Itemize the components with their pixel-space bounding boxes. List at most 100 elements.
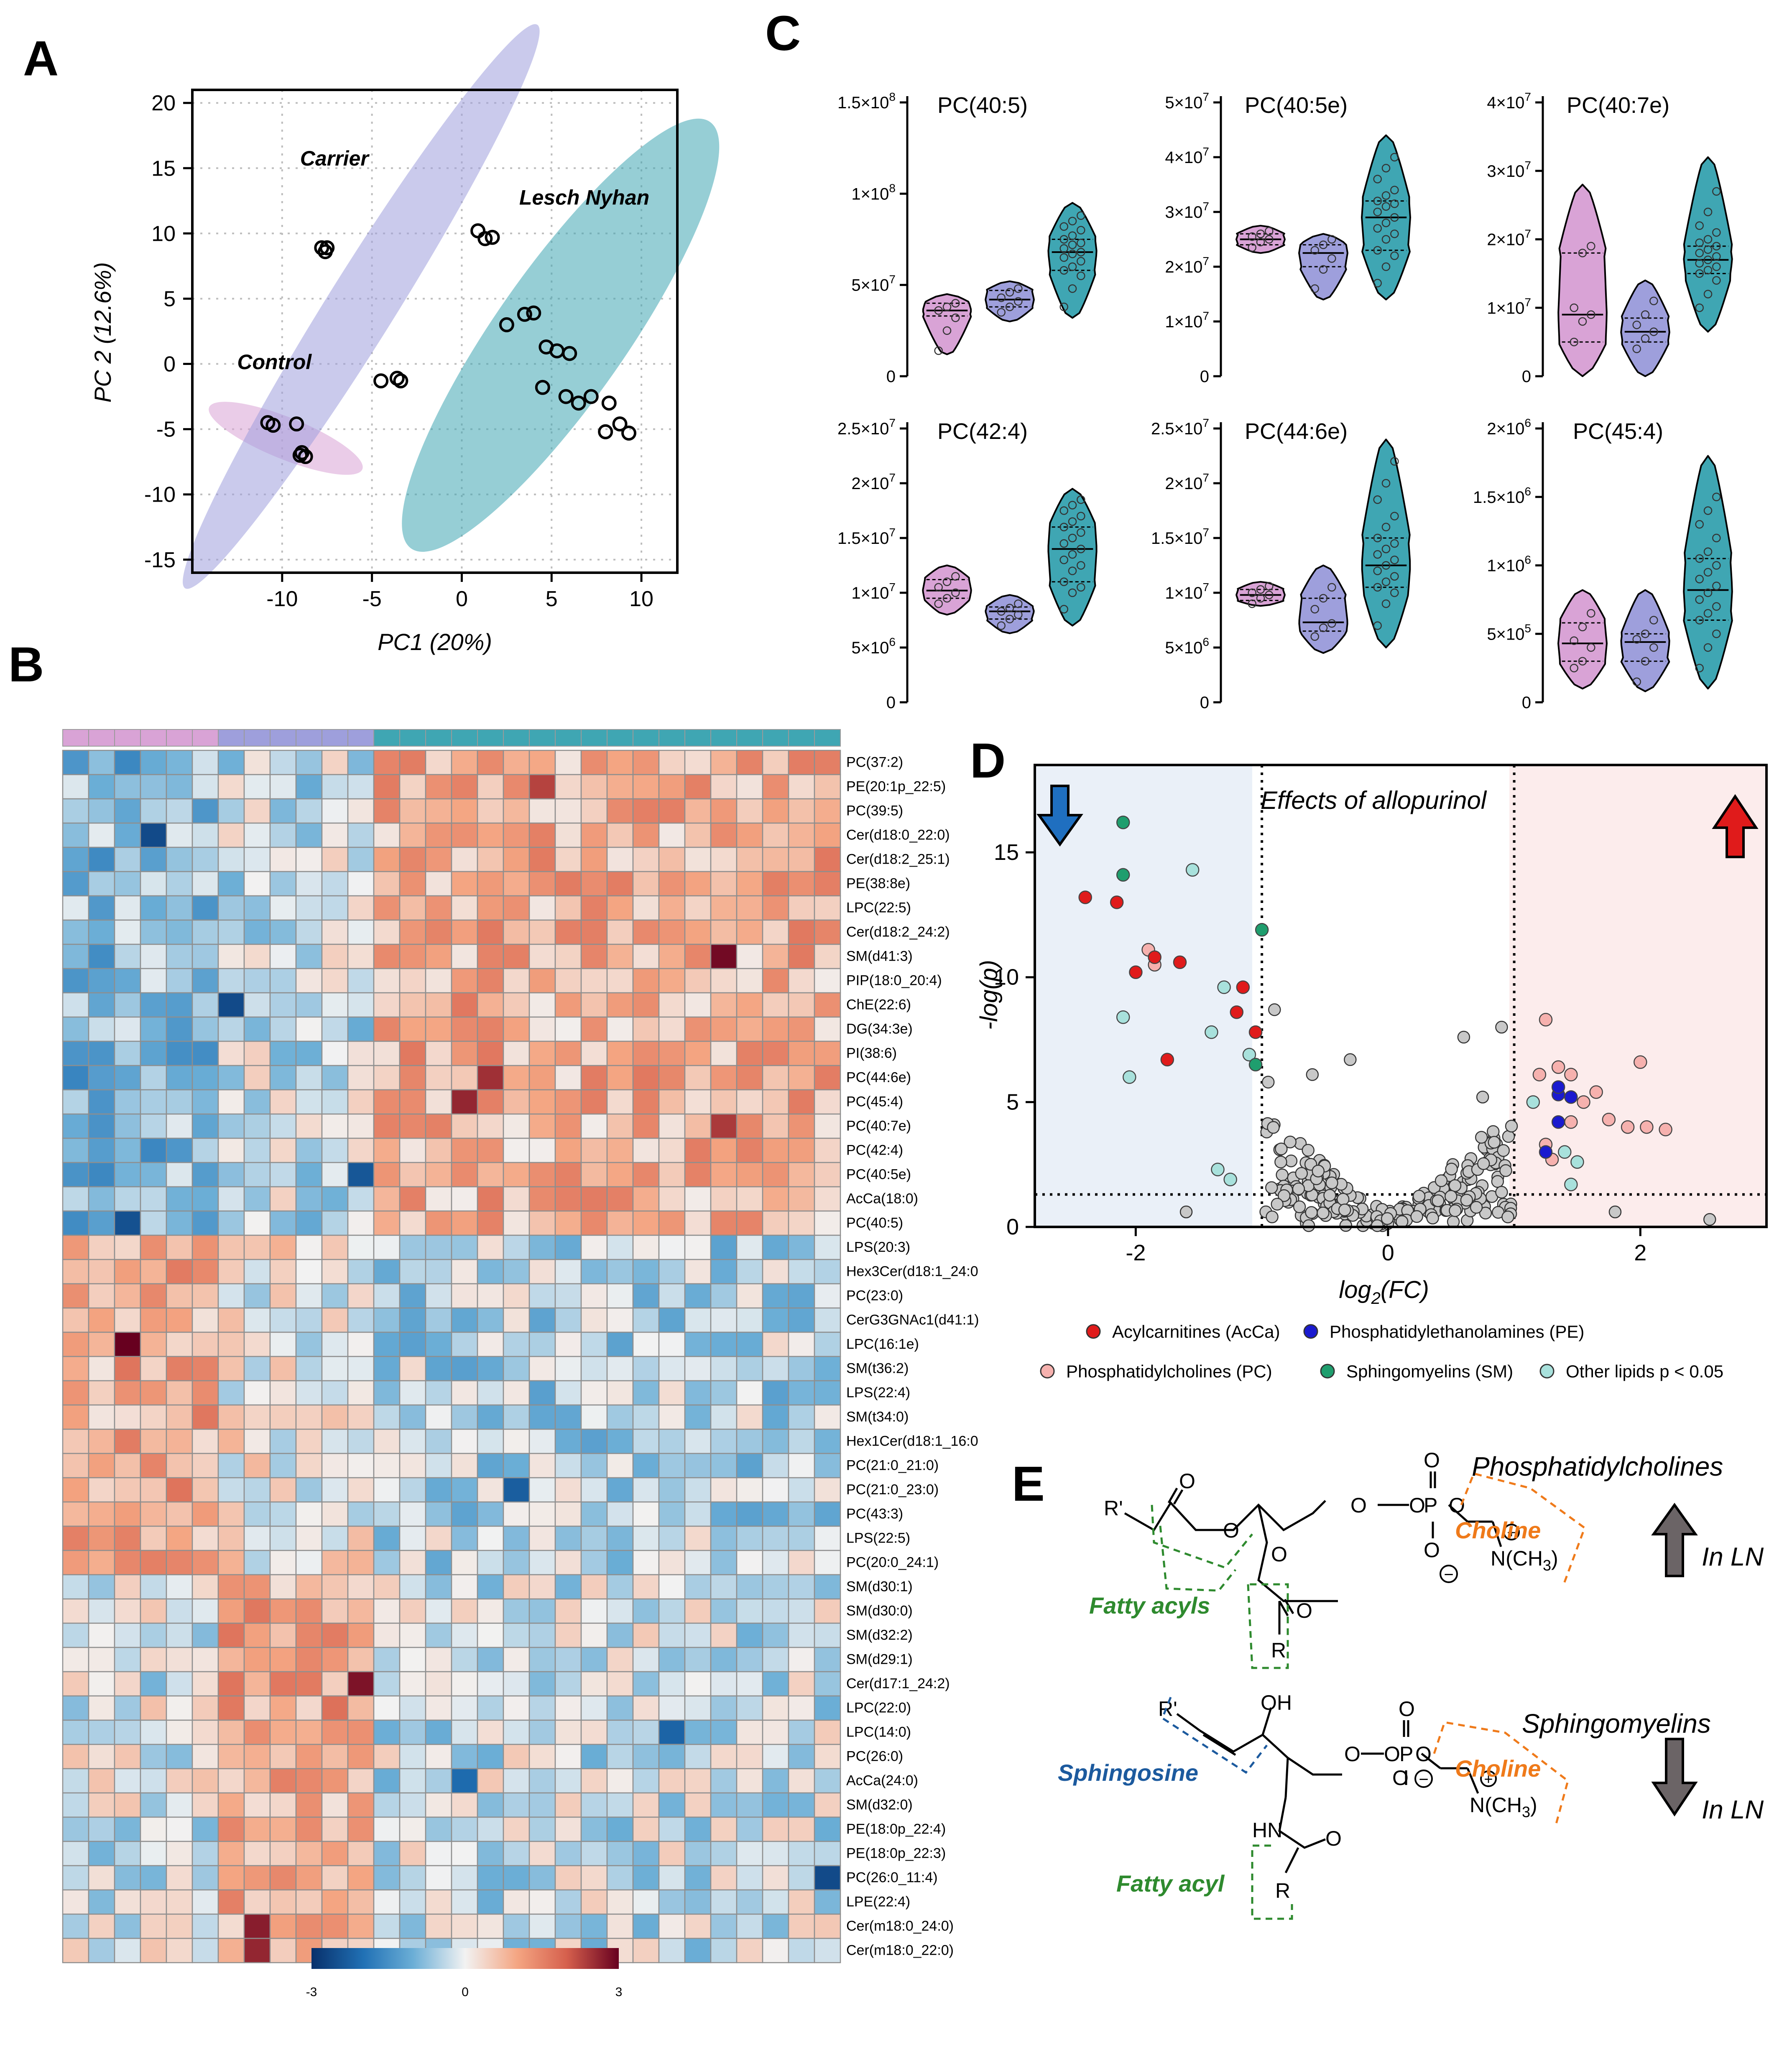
atom-o: O: [1296, 1599, 1312, 1622]
heatmap-cell: [321, 1792, 349, 1818]
heatmap-row-label: PE(20:1p_22:5): [846, 778, 946, 794]
heatmap-cell: [788, 1598, 815, 1624]
violin-point: [934, 599, 943, 608]
violin-point: [1641, 334, 1650, 343]
heatmap-cell: [503, 1089, 530, 1115]
group-bar-cell: [529, 729, 556, 747]
heatmap-cell: [373, 1913, 401, 1939]
heatmap-cell: [451, 1913, 478, 1939]
heatmap-cell: [736, 1913, 763, 1939]
y-tick-exponent: 7: [889, 581, 896, 594]
y-tick-label: 0: [1006, 1214, 1019, 1239]
heatmap-cell: [762, 943, 789, 969]
heatmap-cell: [295, 1210, 323, 1236]
heatmap-cell: [191, 1792, 219, 1818]
heatmap-cell: [762, 895, 789, 921]
heatmap-row-label: PC(42:4): [846, 1142, 903, 1158]
heatmap-cell: [814, 1744, 841, 1770]
heatmap-cell: [243, 1695, 271, 1721]
atom-o: O: [1424, 1538, 1440, 1562]
atom-n-group: N(CH3): [1470, 1793, 1537, 1821]
heatmap-cell: [580, 1695, 608, 1721]
heatmap-cell: [477, 1089, 504, 1115]
heatmap-row-label: AcCa(24:0): [846, 1772, 918, 1788]
volcano-point-acca: [1129, 965, 1143, 979]
heatmap-cell: [321, 1841, 349, 1867]
heatmap-cell: [528, 1283, 556, 1309]
heatmap-cell: [373, 1865, 401, 1891]
heatmap-cell: [788, 871, 815, 897]
heatmap-cell: [347, 1598, 375, 1624]
heatmap-cell: [762, 1938, 789, 1963]
heatmap-cell: [554, 822, 582, 848]
heatmap-cell: [528, 1816, 556, 1842]
heatmap-cell: [295, 871, 323, 897]
heatmap-cell: [243, 1477, 271, 1503]
heatmap-cell: [736, 1598, 763, 1624]
heatmap-cell: [606, 1404, 634, 1430]
heatmap-cell: [243, 1671, 271, 1697]
heatmap-cell: [295, 1816, 323, 1842]
heatmap-cell: [684, 1719, 712, 1745]
heatmap-cell: [788, 943, 815, 969]
heatmap-cell: [62, 1210, 89, 1236]
heatmap-cell: [373, 1671, 401, 1697]
confidence-ellipse-2: [402, 118, 720, 552]
heatmap-cell: [321, 1162, 349, 1188]
heatmap-row-label: PC(43:3): [846, 1506, 903, 1522]
heatmap-cell: [295, 1186, 323, 1212]
heatmap-cell: [321, 750, 349, 775]
y-tick-label: 5×106: [1165, 635, 1209, 657]
heatmap-cell: [88, 1477, 115, 1503]
volcano-point-ns: [1476, 1091, 1489, 1104]
heatmap-cell: [684, 1428, 712, 1454]
heatmap-cell: [425, 871, 452, 897]
heatmap-cell: [451, 1477, 478, 1503]
heatmap-cell: [503, 1380, 530, 1406]
heatmap-cell: [243, 1574, 271, 1600]
heatmap-cell: [658, 1162, 686, 1188]
heatmap-cell: [580, 1040, 608, 1066]
heatmap-cell: [62, 1477, 89, 1503]
heatmap-cell: [736, 1938, 763, 1963]
heatmap-row-label: CerG3GNAc1(d41:1): [846, 1312, 979, 1328]
volcano-point-pc: [1634, 1055, 1647, 1069]
heatmap-cell: [788, 1089, 815, 1115]
heatmap-cell: [399, 1768, 426, 1794]
heatmap-cell: [191, 1210, 219, 1236]
heatmap-cell: [814, 822, 841, 848]
y-tick-exponent: 6: [1524, 485, 1531, 498]
y-tick-exponent: 7: [1202, 526, 1209, 539]
violin-point: [934, 346, 943, 355]
heatmap-cell: [684, 1404, 712, 1430]
violin-point: [1390, 588, 1399, 597]
heatmap-cell: [710, 750, 738, 775]
heatmap-cell: [114, 1453, 141, 1479]
heatmap-cell: [295, 1550, 323, 1576]
group-bar-cell: [477, 729, 504, 747]
heatmap-cell: [425, 895, 452, 921]
heatmap-cell: [736, 1428, 763, 1454]
heatmap-cell: [243, 919, 271, 945]
heatmap-row-label: Cer(d18:2_25:1): [846, 851, 950, 867]
heatmap-cell: [62, 968, 89, 994]
heatmap-cell: [191, 1331, 219, 1357]
heatmap-row-label: SM(d41:3): [846, 948, 913, 964]
violin-point: [1077, 247, 1085, 257]
heatmap-cell: [373, 1210, 401, 1236]
pca-y-axis-label: PC 2 (12.6%): [89, 262, 116, 403]
pca-point: [601, 395, 617, 411]
heatmap-cell: [321, 1428, 349, 1454]
sm-choline-label: Choline: [1455, 1755, 1541, 1782]
heatmap-cell: [736, 1356, 763, 1382]
heatmap-cell: [554, 943, 582, 969]
heatmap-cell: [321, 1380, 349, 1406]
heatmap-cell: [606, 895, 634, 921]
atom-r: R: [1271, 1639, 1286, 1662]
heatmap-cell: [814, 1671, 841, 1697]
heatmap-cell: [788, 1841, 815, 1867]
heatmap-cell: [451, 1719, 478, 1745]
heatmap-cell: [191, 1816, 219, 1842]
heatmap-cell: [554, 1356, 582, 1382]
